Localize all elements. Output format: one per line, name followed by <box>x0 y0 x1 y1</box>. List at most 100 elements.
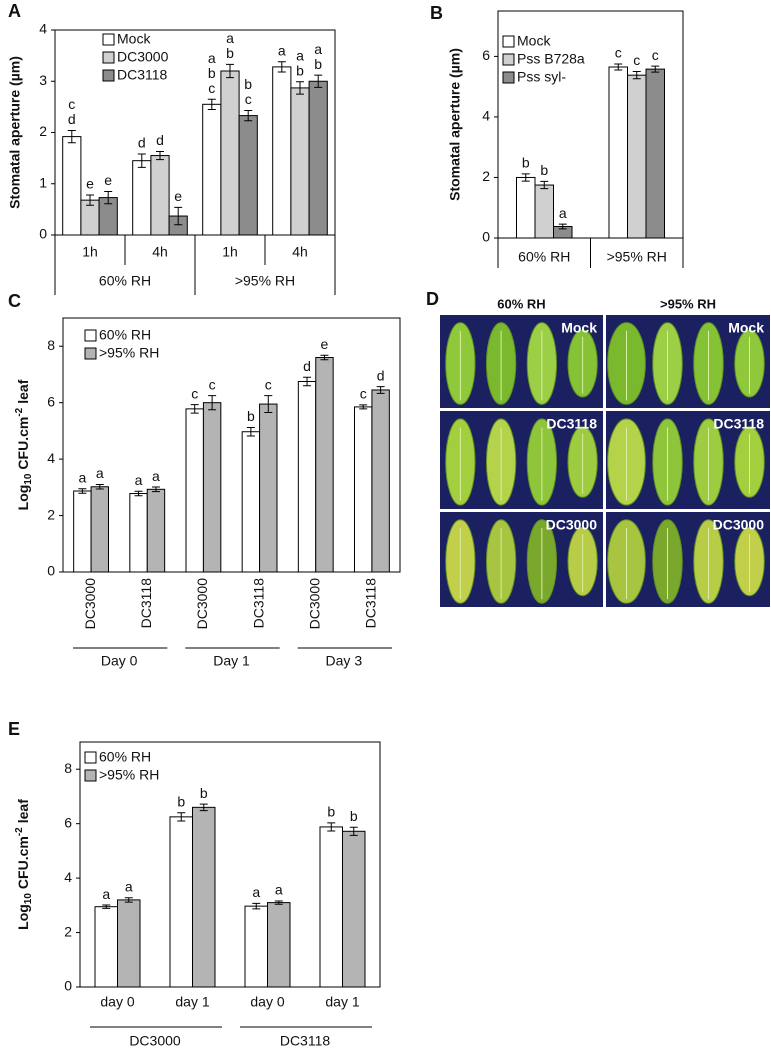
y-tick-label: 2 <box>64 923 72 939</box>
bar <box>169 816 193 988</box>
y-label-subscript: 10 <box>23 893 34 905</box>
y-tick-label: 8 <box>47 337 55 353</box>
panel-letter: C <box>8 291 21 311</box>
error-bar <box>274 900 283 905</box>
x-tick-label: day 0 <box>100 994 134 1010</box>
error-bar <box>124 897 133 903</box>
error-bar <box>134 490 143 497</box>
bar <box>534 184 554 239</box>
group-label: Day 1 <box>213 653 250 669</box>
y-tick-label: 4 <box>64 869 72 885</box>
error-bar <box>67 129 76 144</box>
legend-label: Pss syl- <box>517 69 566 85</box>
legend-label: DC3118 <box>117 67 168 83</box>
error-bar <box>78 488 87 494</box>
y-tick-label: 6 <box>482 47 490 63</box>
significance-letter: a <box>559 205 567 221</box>
panel-chart: B Stomatal aperture (µm) 0 2 4 6 b c b c a c 60% RH >… <box>430 3 684 268</box>
error-bar <box>314 74 323 88</box>
legend-swatch <box>84 329 97 342</box>
y-label-superscript: -2 <box>14 407 25 416</box>
group-label: Day 3 <box>326 653 363 669</box>
significance-letter: c <box>191 385 198 401</box>
bar <box>185 408 204 573</box>
legend-swatch <box>102 51 115 64</box>
column-title: 60% RH <box>497 296 545 311</box>
error-bar <box>614 63 623 71</box>
photo-label: DC3000 <box>546 517 598 533</box>
error-bar <box>277 61 286 73</box>
bar <box>319 826 343 988</box>
legend-label: 60% RH <box>99 749 151 765</box>
y-axis-label: Stomatal aperture (µm) <box>447 48 463 201</box>
bar <box>516 176 536 239</box>
bar <box>146 488 166 573</box>
bar <box>238 115 258 236</box>
photo-label: Mock <box>728 320 764 336</box>
bar <box>371 389 390 573</box>
error-bar <box>102 904 111 909</box>
significance-letter: a <box>152 468 160 484</box>
error-bar <box>207 98 216 110</box>
photo-label: DC3118 <box>713 416 764 432</box>
bar <box>354 406 373 573</box>
error-bar <box>558 223 567 230</box>
significance-letter: a <box>78 469 86 485</box>
y-tick-label: 8 <box>64 760 72 776</box>
significance-letter: c <box>208 80 215 96</box>
significance-letter: c <box>209 376 216 392</box>
x-tick-label: day 1 <box>175 994 209 1010</box>
significance-letter: a <box>252 884 260 900</box>
y-label-unit: CFU.cm <box>15 417 31 470</box>
bar <box>267 902 291 988</box>
y-axis-label: Log10 CFU.cm-2 leaf <box>14 799 34 930</box>
y-label-tail: leaf <box>15 379 31 403</box>
legend-swatch <box>502 71 515 84</box>
group-label: 60% RH <box>99 273 151 289</box>
significance-letter: a <box>102 886 110 902</box>
legend-swatch <box>102 33 115 46</box>
error-bar <box>303 376 312 387</box>
x-tick-label: DC3118 <box>250 578 266 629</box>
bar <box>645 68 665 239</box>
error-bar <box>151 486 160 493</box>
y-label-subscript: 10 <box>23 473 34 485</box>
error-bar <box>264 395 273 414</box>
error-bar <box>252 902 261 910</box>
error-bar <box>244 109 253 122</box>
x-tick-label: DC3000 <box>306 578 322 630</box>
plot-frame <box>62 317 401 573</box>
error-bar <box>174 206 183 226</box>
legend-swatch <box>502 53 515 66</box>
significance-letter: e <box>104 172 112 188</box>
group-label: Day 0 <box>101 653 138 669</box>
photo-label: Mock <box>561 320 597 336</box>
significance-letter: a <box>208 50 216 66</box>
legend-label: >95% RH <box>99 767 159 783</box>
bar <box>290 87 310 236</box>
significance-letter: e <box>321 336 329 352</box>
x-tick-label: 60% RH <box>518 249 570 265</box>
bar <box>627 74 647 239</box>
bar <box>315 357 334 573</box>
y-tick-label: 2 <box>39 123 47 139</box>
bar <box>272 66 292 236</box>
significance-letter: d <box>377 367 385 383</box>
error-bar <box>246 427 255 437</box>
significance-letter: b <box>200 785 208 801</box>
significance-letter: a <box>314 41 322 57</box>
error-bar <box>104 190 113 205</box>
significance-letter: a <box>296 47 304 63</box>
legend-label: Mock <box>117 31 151 47</box>
significance-letter: b <box>226 45 234 61</box>
bar <box>608 66 628 239</box>
significance-letter: a <box>96 465 104 481</box>
significance-letter: a <box>125 878 133 894</box>
bar <box>259 403 278 573</box>
error-bar <box>137 153 146 168</box>
y-tick-label: 4 <box>39 21 47 37</box>
y-tick-label: 2 <box>482 168 490 184</box>
legend-label: 60% RH <box>99 327 151 343</box>
